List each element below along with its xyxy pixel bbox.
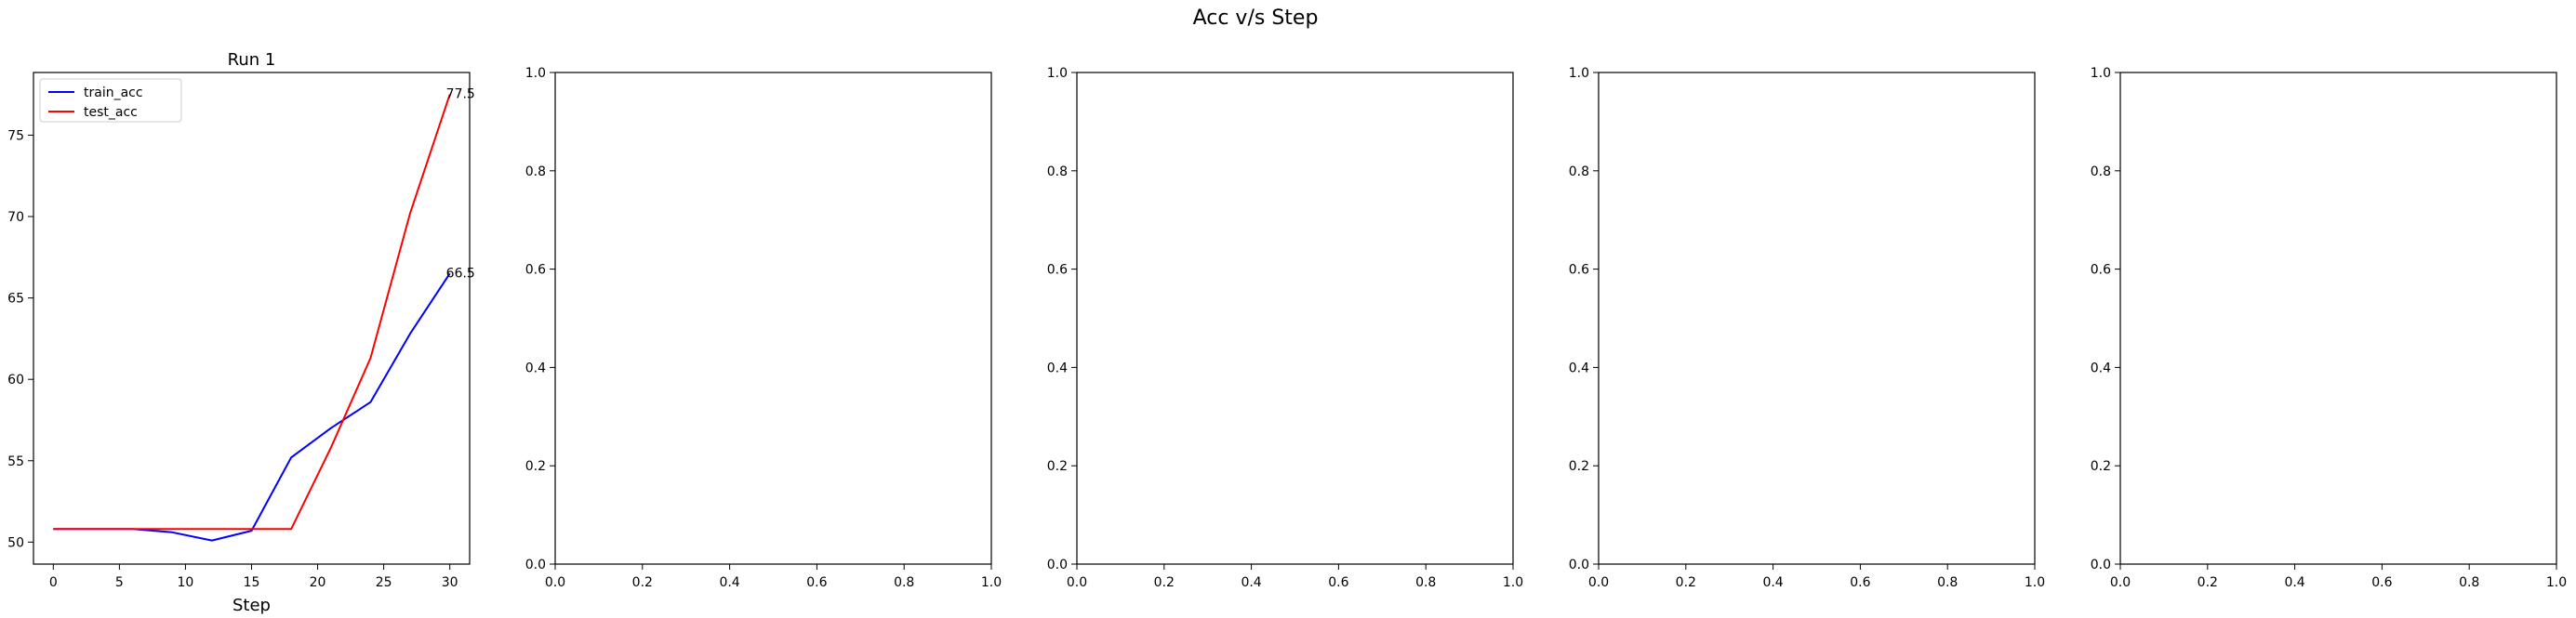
legend-entry: test_acc — [84, 105, 138, 120]
subplot-3: 0.0 0.2 0.4 0.6 0.8 1.0 0.0 0.2 0.4 0.6 0.8 1.0 — [1047, 66, 1523, 590]
subplot-2: 0.0 0.2 0.4 0.6 0.8 1.0 0.0 0.2 0.4 0.6 0.8 1.0 — [525, 66, 1002, 590]
axes-frame — [1076, 72, 1514, 565]
x-tick-label: 15 — [244, 575, 260, 590]
subplot-5: 0.0 0.2 0.4 0.6 0.8 1.0 0.0 0.2 0.4 0.6 0.8 1.0 — [2091, 66, 2567, 590]
x-tick-label: 5 — [115, 575, 124, 590]
y-tick-label: 1.0 — [1569, 66, 1589, 81]
x-tick-label: 25 — [376, 575, 392, 590]
y-tick-label: 0.4 — [525, 361, 546, 375]
y-tick-label: 0.6 — [1047, 263, 1068, 278]
x-tick-label: 1.0 — [2025, 575, 2045, 590]
legend: train_acc test_acc — [39, 78, 182, 123]
y-tick-label: 75 — [7, 128, 24, 143]
y-tick-label: 0.4 — [2091, 361, 2111, 375]
y-tick-label: 0.4 — [1569, 361, 1589, 375]
y-tick-label: 0.6 — [525, 263, 546, 278]
legend-box — [39, 78, 182, 123]
y-tick-label: 0.8 — [1569, 164, 1589, 179]
subplot-4: 0.0 0.2 0.4 0.6 0.8 1.0 0.0 0.2 0.4 0.6 0.8 1.0 — [1569, 66, 2045, 590]
x-tick-label: 1.0 — [1503, 575, 1523, 590]
y-tick-label: 70 — [7, 210, 24, 225]
x-tick-label: 0.8 — [894, 575, 914, 590]
x-tick-label: 10 — [178, 575, 194, 590]
axes-frame — [33, 72, 471, 565]
data-label: 77.5 — [446, 87, 475, 102]
y-tick-label: 0.8 — [525, 164, 546, 179]
x-tick-label: 0.2 — [2198, 575, 2218, 590]
x-tick-label: 20 — [310, 575, 326, 590]
x-tick-label: 0.6 — [2371, 575, 2392, 590]
data-label: 66.5 — [446, 266, 475, 281]
y-tick-label: 0.0 — [525, 558, 546, 572]
x-tick-label: 0.2 — [632, 575, 653, 590]
y-tick-label: 1.0 — [2091, 66, 2111, 81]
axes-frame — [2119, 72, 2557, 565]
y-tick-label: 1.0 — [1047, 66, 1068, 81]
x-axis-label: Step — [232, 596, 271, 615]
x-tick-label: 1.0 — [2546, 575, 2567, 590]
x-tick-label: 0.8 — [1415, 575, 1436, 590]
y-tick-label: 0.0 — [1047, 558, 1068, 572]
x-tick-label: 0.0 — [1067, 575, 1087, 590]
y-tick-label: 0.8 — [1047, 164, 1068, 179]
x-tick-label: 0.8 — [2459, 575, 2479, 590]
series-line-test-acc — [53, 94, 451, 531]
x-tick-label: 0.4 — [719, 575, 739, 590]
y-tick-label: 0.2 — [525, 459, 546, 474]
x-tick-label: 0.6 — [1850, 575, 1870, 590]
x-tick-label: 0 — [49, 575, 58, 590]
y-tick-label: 65 — [7, 292, 24, 307]
x-tick-label: 0.6 — [806, 575, 827, 590]
y-tick-label: 0.6 — [1569, 263, 1589, 278]
figure-suptitle: Acc v/s Step — [1193, 7, 1319, 30]
y-tick-label: 1.0 — [525, 66, 546, 81]
subplot-1: Run 1 0 5 10 15 20 25 30 50 55 60 65 70 75 66.5 77.5 Ste… — [7, 50, 475, 615]
y-tick-label: 0.2 — [2091, 459, 2111, 474]
x-tick-label: 0.6 — [1328, 575, 1348, 590]
subplots: Run 1 0 5 10 15 20 25 30 50 55 60 65 70 75 66.5 77.5 Ste… — [7, 50, 2567, 615]
y-tick-label: 0.0 — [2091, 558, 2111, 572]
y-tick-label: 50 — [7, 535, 24, 550]
x-tick-label: 0.4 — [1241, 575, 1261, 590]
axes-frame — [1598, 72, 2036, 565]
x-tick-label: 0.0 — [2110, 575, 2131, 590]
x-tick-label: 1.0 — [981, 575, 1002, 590]
y-tick-label: 0.0 — [1569, 558, 1589, 572]
y-tick-label: 0.8 — [2091, 164, 2111, 179]
x-tick-label: 0.4 — [1762, 575, 1783, 590]
subplot-title: Run 1 — [228, 50, 276, 70]
y-tick-label: 60 — [7, 373, 24, 388]
x-tick-label: 0.4 — [2284, 575, 2304, 590]
x-tick-label: 30 — [442, 575, 458, 590]
x-tick-label: 0.2 — [1676, 575, 1696, 590]
y-tick-label: 0.6 — [2091, 263, 2111, 278]
x-tick-label: 0.0 — [545, 575, 565, 590]
legend-entry: train_acc — [84, 85, 143, 100]
y-tick-label: 0.4 — [1047, 361, 1068, 375]
x-tick-label: 0.0 — [1588, 575, 1609, 590]
x-tick-label: 0.2 — [1154, 575, 1175, 590]
x-tick-label: 0.8 — [1937, 575, 1958, 590]
y-tick-label: 55 — [7, 454, 24, 469]
y-tick-label: 0.2 — [1047, 459, 1068, 474]
axes-frame — [554, 72, 992, 565]
y-tick-label: 0.2 — [1569, 459, 1589, 474]
